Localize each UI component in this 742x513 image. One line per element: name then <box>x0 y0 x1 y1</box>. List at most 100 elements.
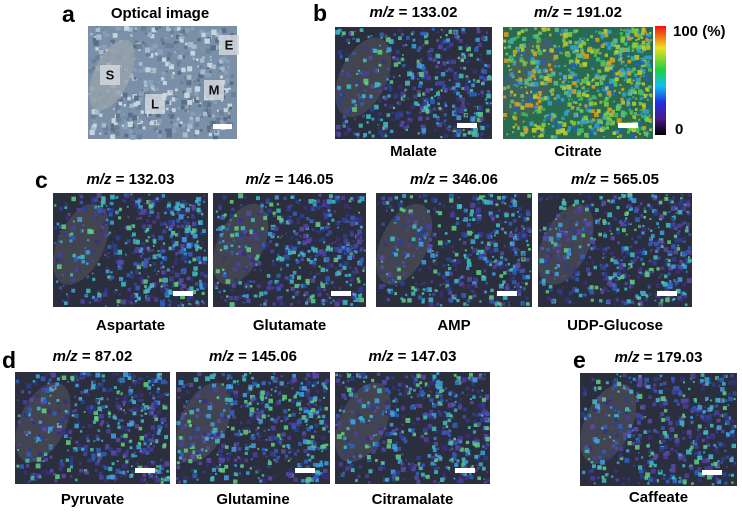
speckle <box>74 424 79 429</box>
speckle <box>45 470 50 475</box>
speckle <box>594 124 599 129</box>
speckle <box>628 46 630 48</box>
speckle <box>394 62 398 66</box>
speckle <box>152 200 155 203</box>
speckle <box>632 49 634 51</box>
speckle <box>490 261 493 264</box>
speckle <box>325 286 327 288</box>
speckle <box>431 49 433 51</box>
speckle <box>550 48 554 52</box>
speckle <box>34 438 36 440</box>
speckle <box>142 242 145 245</box>
speckle <box>313 276 315 278</box>
speckle <box>162 256 165 259</box>
speckle <box>495 262 499 266</box>
speckle <box>182 304 185 307</box>
speckle <box>406 125 409 128</box>
texture <box>177 56 179 58</box>
speckle <box>325 248 328 251</box>
texture <box>162 72 166 76</box>
texture <box>132 115 137 120</box>
texture <box>157 81 159 83</box>
speckle <box>335 241 337 243</box>
speckle <box>184 260 187 263</box>
speckle <box>541 28 543 30</box>
speckle <box>628 203 630 205</box>
speckle <box>530 91 532 93</box>
speckle <box>144 285 147 288</box>
speckle <box>161 270 165 274</box>
speckle <box>199 261 202 264</box>
speckle <box>572 236 577 241</box>
speckle <box>203 283 208 288</box>
speckle <box>546 254 550 258</box>
speckle <box>622 92 627 97</box>
texture <box>229 107 232 110</box>
speckle <box>102 374 105 377</box>
speckle <box>351 247 353 249</box>
speckle <box>283 409 287 413</box>
speckle <box>358 288 363 293</box>
speckle <box>614 83 618 87</box>
speckle <box>50 469 54 473</box>
speckle <box>296 259 298 261</box>
texture <box>192 44 197 49</box>
speckle <box>113 254 116 257</box>
speckle <box>514 286 516 288</box>
speckle <box>554 278 556 280</box>
speckle <box>258 436 260 438</box>
speckle <box>536 92 538 94</box>
speckle <box>429 238 433 242</box>
speckle <box>249 262 253 266</box>
speckle <box>481 36 486 41</box>
speckle <box>371 118 374 121</box>
speckle <box>579 246 582 249</box>
speckle <box>630 245 633 248</box>
speckle <box>649 32 651 34</box>
speckle <box>130 409 133 412</box>
speckle <box>540 81 544 85</box>
speckle <box>564 111 569 116</box>
speckle <box>556 214 560 218</box>
speckle <box>508 302 510 304</box>
texture <box>93 120 95 122</box>
speckle <box>588 99 590 101</box>
speckle <box>324 201 326 203</box>
speckle <box>178 231 180 233</box>
speckle <box>521 87 523 89</box>
speckle <box>556 249 560 253</box>
speckle <box>432 293 435 296</box>
speckle <box>641 33 643 35</box>
speckle <box>102 452 106 456</box>
speckle <box>440 136 442 138</box>
speckle <box>583 220 586 223</box>
speckle <box>416 248 418 250</box>
speckle <box>182 458 186 462</box>
speckle <box>616 231 619 234</box>
ms-image <box>42 193 208 307</box>
speckle <box>216 229 218 231</box>
speckle <box>151 378 155 382</box>
speckle <box>619 263 623 267</box>
texture <box>206 49 211 54</box>
speckle <box>326 444 328 446</box>
speckle <box>438 90 440 92</box>
speckle <box>202 229 206 233</box>
speckle <box>503 40 506 43</box>
texture <box>185 105 190 110</box>
speckle <box>632 29 637 34</box>
speckle <box>114 416 117 419</box>
speckle <box>350 303 353 306</box>
speckle <box>617 267 619 269</box>
speckle <box>413 242 415 244</box>
speckle <box>234 214 237 217</box>
speckle <box>280 267 282 269</box>
speckle <box>135 424 139 428</box>
speckle <box>521 30 524 33</box>
speckle <box>483 195 485 197</box>
texture <box>155 27 158 30</box>
speckle <box>510 199 512 201</box>
speckle <box>231 244 234 247</box>
speckle <box>298 284 300 286</box>
speckle <box>167 414 169 416</box>
